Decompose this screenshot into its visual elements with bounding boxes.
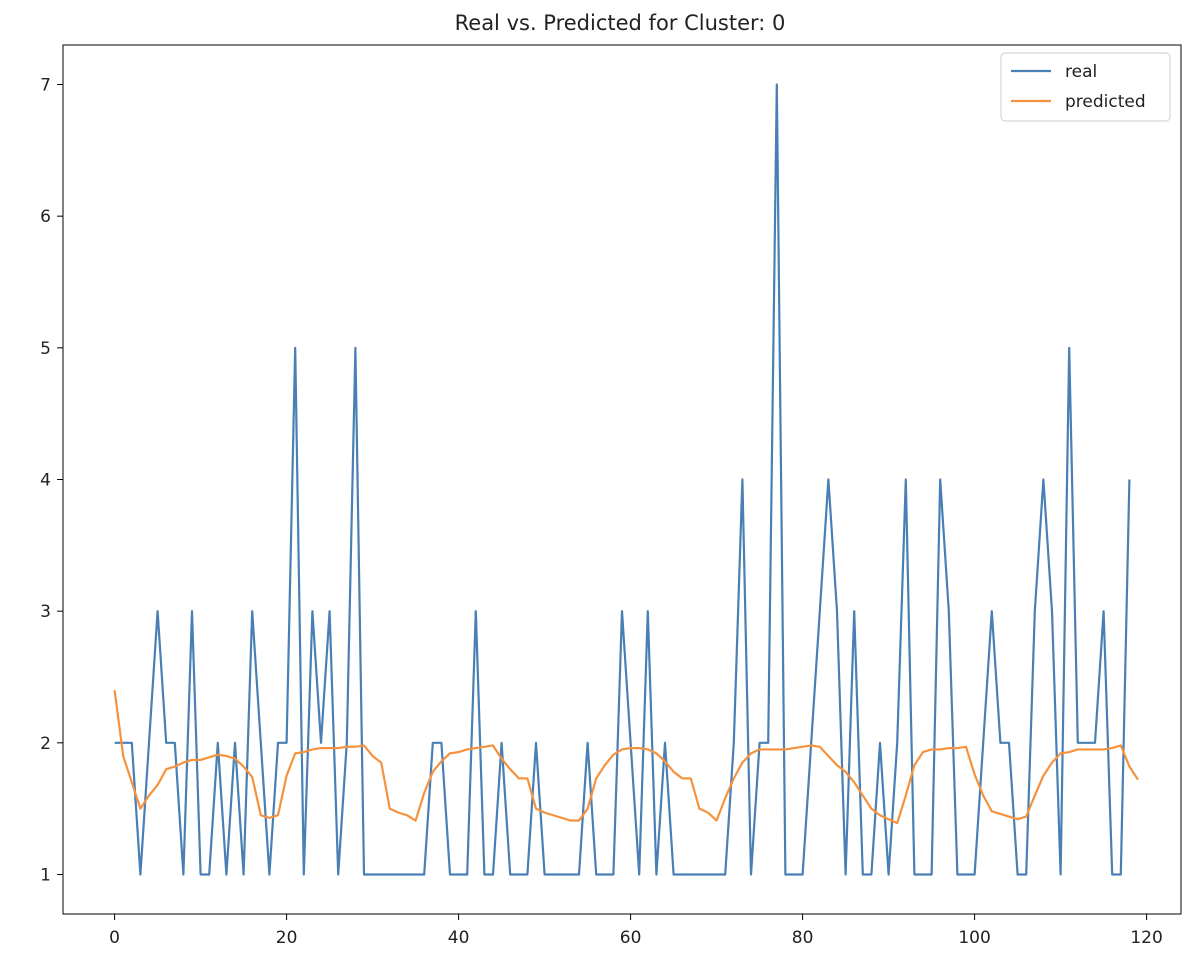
y-tick-label: 7: [40, 76, 51, 96]
series-layer: [113, 83, 1139, 876]
y-tick-label: 1: [40, 866, 51, 886]
x-axis: 0 20 40 60 80 100 120: [109, 914, 1163, 948]
series-line-predicted: [113, 690, 1139, 825]
y-axis: 1 2 3 4 5 6 7: [40, 76, 63, 886]
x-tick-label: 100: [958, 928, 990, 948]
x-tick-label: 120: [1130, 928, 1162, 948]
y-tick-label: 4: [40, 471, 51, 491]
series-line-real: [114, 83, 1131, 876]
x-tick-label: 80: [792, 928, 814, 948]
x-tick-label: 60: [620, 928, 642, 948]
legend-label-predicted: predicted: [1065, 92, 1146, 112]
x-tick-label: 40: [448, 928, 470, 948]
chart-title: Real vs. Predicted for Cluster: 0: [455, 11, 786, 35]
legend: real predicted: [1000, 52, 1171, 122]
y-tick-label: 2: [40, 734, 51, 754]
y-tick-label: 5: [40, 339, 51, 359]
x-tick-label: 0: [109, 928, 120, 948]
y-tick-label: 6: [40, 207, 51, 227]
legend-label-real: real: [1065, 62, 1097, 82]
x-tick-label: 20: [276, 928, 298, 948]
y-tick-label: 3: [40, 602, 51, 622]
plot-area: [62, 44, 1182, 915]
